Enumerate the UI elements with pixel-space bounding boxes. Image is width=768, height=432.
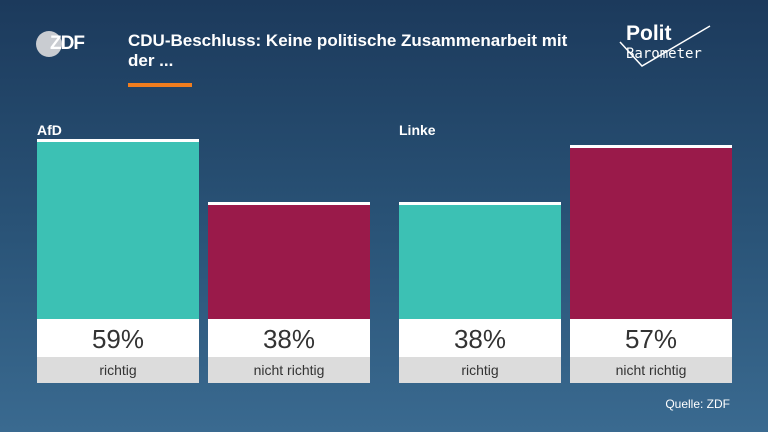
zdf-logo-text: ZDF [50,33,85,54]
bar-cap-afd-richtig [37,139,199,142]
category-label-linke-richtig: richtig [399,357,561,383]
value-label-linke-nicht-richtig: 57% [570,319,732,357]
source-note: Quelle: ZDF [665,397,730,411]
zdf-logo-disc [36,31,62,57]
value-label-afd-richtig: 59% [37,319,199,357]
zdf-logo: ZDF [36,31,90,57]
politbarometer-line2: Barometer [626,46,702,62]
bar-linke-nicht-richtig [570,148,732,319]
bar-cap-linke-nicht-richtig [570,145,732,148]
value-label-afd-nicht-richtig: 38% [208,319,370,357]
bar-linke-richtig [399,205,561,319]
politbarometer-line1: Polit [626,22,672,45]
group-label-linke: Linke [399,122,436,138]
category-label-afd-richtig: richtig [37,357,199,383]
title-accent-line [128,83,192,87]
category-label-linke-nicht-richtig: nicht richtig [570,357,732,383]
politbarometer-logo: Polit Barometer [612,22,722,70]
bar-afd-richtig [37,142,199,319]
bar-cap-linke-richtig [399,202,561,205]
politbarometer-check-icon [619,25,711,67]
group-label-afd: AfD [37,122,62,138]
chart-title: CDU-Beschluss: Keine politische Zusammen… [128,31,568,70]
value-label-linke-richtig: 38% [399,319,561,357]
category-label-afd-nicht-richtig: nicht richtig [208,357,370,383]
bar-afd-nicht-richtig [208,205,370,319]
bar-cap-afd-nicht-richtig [208,202,370,205]
